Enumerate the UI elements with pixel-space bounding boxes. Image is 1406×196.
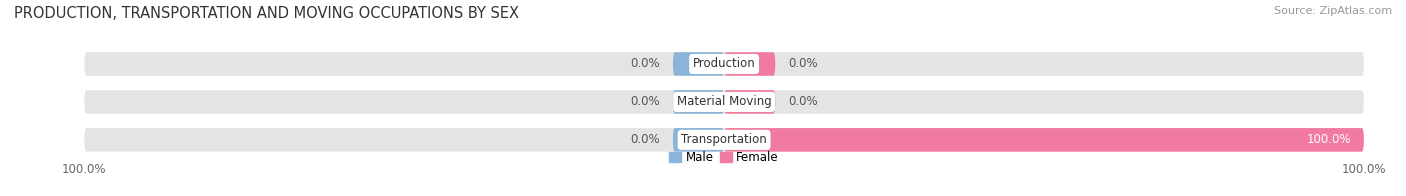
Text: 0.0%: 0.0%: [630, 57, 661, 71]
Text: PRODUCTION, TRANSPORTATION AND MOVING OCCUPATIONS BY SEX: PRODUCTION, TRANSPORTATION AND MOVING OC…: [14, 6, 519, 21]
Text: 100.0%: 100.0%: [1306, 133, 1351, 146]
FancyBboxPatch shape: [673, 90, 724, 114]
FancyBboxPatch shape: [84, 52, 1364, 76]
Text: 0.0%: 0.0%: [787, 57, 818, 71]
FancyBboxPatch shape: [673, 52, 724, 76]
Text: Transportation: Transportation: [682, 133, 766, 146]
FancyBboxPatch shape: [84, 128, 1364, 152]
Text: Source: ZipAtlas.com: Source: ZipAtlas.com: [1274, 6, 1392, 16]
FancyBboxPatch shape: [724, 90, 775, 114]
Text: 0.0%: 0.0%: [787, 95, 818, 108]
FancyBboxPatch shape: [84, 90, 1364, 114]
FancyBboxPatch shape: [724, 52, 775, 76]
Text: 0.0%: 0.0%: [630, 95, 661, 108]
Text: 0.0%: 0.0%: [630, 133, 661, 146]
FancyBboxPatch shape: [724, 128, 1364, 152]
Text: Production: Production: [693, 57, 755, 71]
FancyBboxPatch shape: [673, 128, 724, 152]
Legend: Male, Female: Male, Female: [665, 146, 783, 169]
Text: Material Moving: Material Moving: [676, 95, 772, 108]
